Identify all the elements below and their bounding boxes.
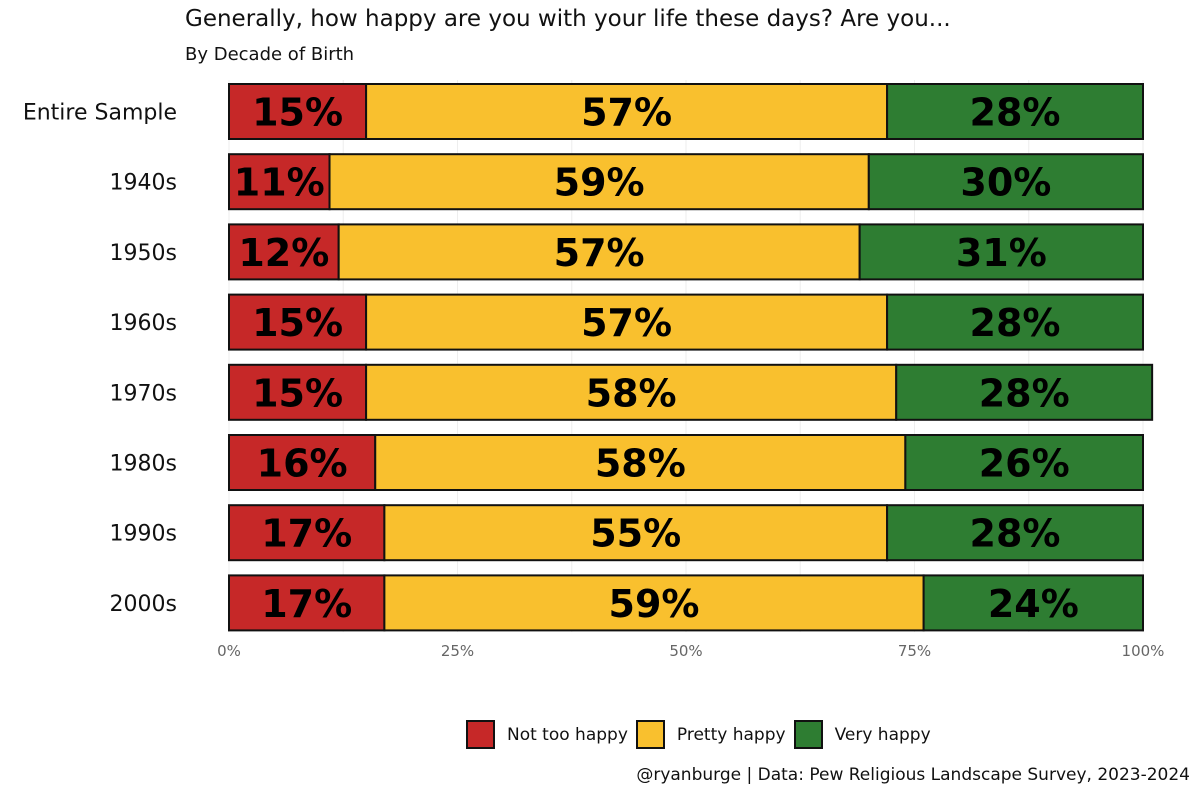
bar-segment: [886, 83, 1145, 140]
x-tick-label: 25%: [441, 642, 474, 660]
y-category-label: 1980s: [110, 452, 177, 477]
bar-segment: [895, 363, 1154, 421]
bar-segment: [858, 223, 1144, 281]
data-label: 28%: [970, 301, 1061, 345]
legend-swatch-pretty-happy: [635, 720, 665, 749]
x-tick-label: 100%: [1122, 642, 1165, 660]
data-label: 57%: [554, 231, 645, 275]
chart-caption: @ryanburge | Data: Pew Religious Landsca…: [636, 765, 1190, 785]
y-category-label: 2000s: [110, 592, 177, 617]
y-category-label: 1950s: [110, 241, 177, 266]
chart-subtitle: By Decade of Birth: [185, 44, 355, 65]
data-label: 26%: [979, 442, 1070, 486]
bar-segment: [374, 434, 907, 491]
data-label: 55%: [590, 512, 681, 556]
legend-label-very-happy: Very happy: [834, 724, 931, 745]
bar-segment: [228, 363, 368, 421]
data-label: 17%: [261, 512, 352, 556]
bar-segment: [365, 293, 889, 351]
data-label: 16%: [257, 442, 348, 486]
legend: Not too happy Pretty happy Very happy: [466, 720, 939, 749]
x-tick-label: 75%: [898, 642, 931, 660]
bar-segment: [228, 223, 340, 281]
bar-segment: [228, 574, 386, 632]
data-label: 59%: [609, 582, 700, 626]
y-category-label: 1990s: [110, 522, 177, 547]
data-label: 12%: [238, 231, 329, 275]
legend-label-not-too-happy: Not too happy: [507, 724, 628, 745]
data-label: 28%: [970, 91, 1061, 135]
data-label: 15%: [252, 301, 343, 345]
legend-item-not-too-happy: Not too happy: [466, 720, 628, 749]
y-category-label: Entire Sample: [23, 101, 177, 126]
y-category-label: 1960s: [110, 311, 177, 336]
data-label: 58%: [586, 371, 677, 415]
bar-segment: [228, 434, 377, 491]
bar-segment: [228, 504, 386, 562]
legend-item-pretty-happy: Pretty happy: [635, 720, 786, 749]
bar-segment: [886, 293, 1145, 351]
data-label: 28%: [979, 371, 1070, 415]
bar-segment: [904, 434, 1144, 491]
legend-label-pretty-happy: Pretty happy: [676, 724, 786, 745]
data-label: 58%: [595, 442, 686, 486]
stacked-bar-chart: 0% 25% 50% 75% 100% Entire Sample 15% 57% 28% 194…: [23, 80, 1165, 660]
data-label: 31%: [956, 231, 1047, 275]
data-label: 11%: [234, 161, 325, 205]
y-category-label: 1970s: [110, 381, 177, 406]
chart-title: Generally, how happy are you with your l…: [185, 6, 951, 32]
bar-segment: [886, 504, 1145, 562]
bar-segment: [365, 363, 898, 421]
bar-segment: [328, 153, 870, 211]
data-label: 57%: [581, 91, 672, 135]
legend-swatch-not-too-happy: [466, 720, 495, 749]
legend-item-very-happy: Very happy: [793, 720, 931, 749]
bar-segment: [383, 504, 889, 562]
bar-segment: [383, 574, 925, 632]
data-label: 28%: [970, 512, 1061, 556]
bar-segment: [228, 83, 368, 140]
legend-swatch-very-happy: [793, 720, 823, 749]
x-tick-label: 50%: [669, 642, 702, 660]
bar-segment: [867, 153, 1144, 211]
data-label: 15%: [252, 91, 343, 135]
data-label: 24%: [988, 582, 1079, 626]
data-label: 17%: [261, 582, 352, 626]
bar-segment: [922, 574, 1145, 632]
x-tick-label: 0%: [217, 642, 241, 660]
data-label: 57%: [581, 301, 672, 345]
data-label: 15%: [252, 371, 343, 415]
y-category-label: 1940s: [110, 171, 177, 196]
data-label: 30%: [960, 161, 1051, 205]
data-label: 59%: [554, 161, 645, 205]
